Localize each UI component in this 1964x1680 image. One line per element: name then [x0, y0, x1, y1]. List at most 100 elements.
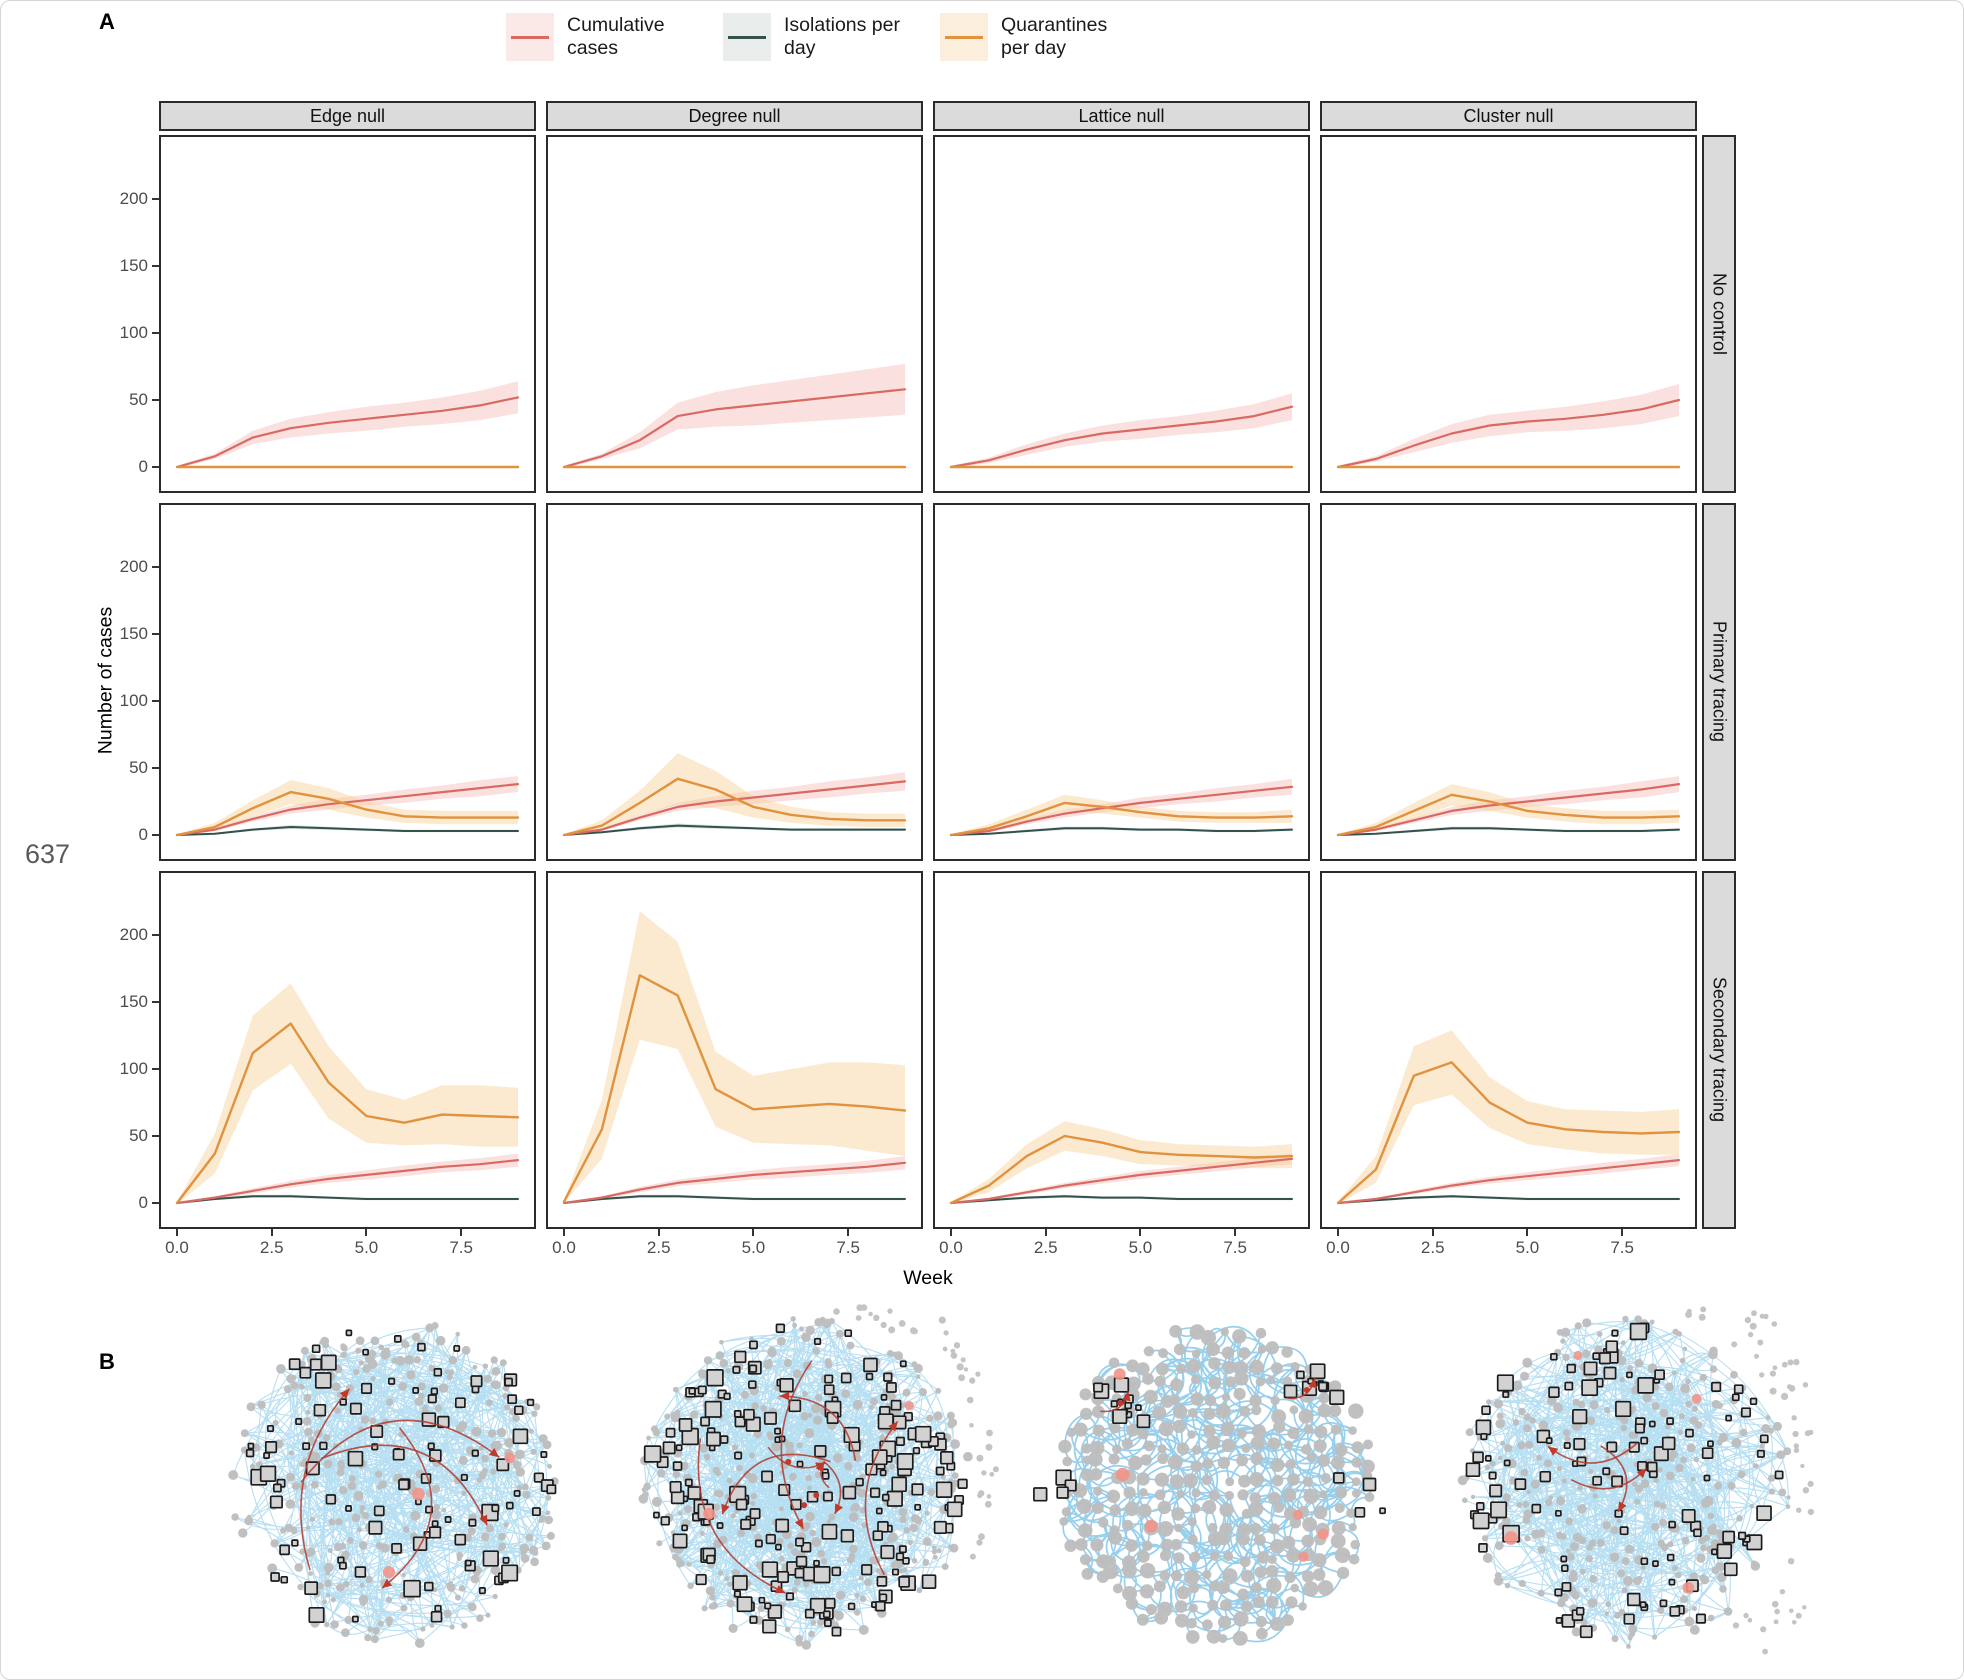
y-tick-label: 150 [119, 256, 148, 276]
y-tick-label: 200 [119, 189, 148, 209]
y-tick-label: 0 [138, 1193, 148, 1212]
y-tick-label: 150 [119, 624, 148, 644]
x-tick-label: 7.5 [449, 1238, 473, 1257]
x-tick-label: 2.5 [1033, 1238, 1058, 1257]
lattice-null-network-diagram [1033, 1324, 1386, 1646]
x-tick-label: 5.0 [1515, 1238, 1540, 1257]
x-axis-tick [1139, 1229, 1142, 1236]
x-tick-label: 0.0 [939, 1238, 963, 1257]
quarantines-key-icon [940, 13, 988, 61]
y-axis-tick [152, 1202, 159, 1204]
x-tick-label: 2.5 [259, 1238, 284, 1257]
y-axis-tick [152, 934, 159, 937]
y-tick-label: 100 [119, 1059, 148, 1079]
row-facet-strip-no-control: No control [1702, 135, 1736, 493]
y-tick-label: 0 [138, 457, 148, 476]
x-tick-label: 0.0 [1326, 1238, 1350, 1257]
chart-panel-lattice-null-no-control [933, 135, 1310, 493]
y-tick-label: 50 [129, 1126, 148, 1146]
y-tick-label: 200 [119, 557, 148, 577]
y-axis-tick [152, 767, 159, 770]
x-tick-label: 7.5 [1610, 1238, 1634, 1257]
y-axis-tick [152, 332, 159, 335]
legend-label: Cumulative cases [567, 14, 665, 59]
cumulative-cases-key-icon [506, 13, 554, 61]
x-tick-label: 7.5 [836, 1238, 860, 1257]
chart-panel-edge-null-secondary-tracing [159, 871, 536, 1229]
x-axis-tick [1526, 1229, 1529, 1236]
y-axis-title: Number of cases [94, 606, 117, 755]
x-axis-tick [176, 1229, 178, 1236]
y-axis-tick [152, 198, 159, 201]
legend-item-quarantines-per-day: Quarantines per day [940, 13, 1119, 61]
chart-panel-lattice-null-primary-tracing [933, 503, 1310, 861]
chart-panel-degree-null-primary-tracing [546, 503, 923, 861]
x-axis-tick [365, 1229, 368, 1236]
y-axis-tick [152, 633, 159, 636]
edge-null-network-diagram [228, 1322, 559, 1648]
y-tick-label: 100 [119, 691, 148, 711]
x-axis-tick [1234, 1229, 1237, 1236]
x-tick-label: 0.0 [552, 1238, 576, 1257]
x-tick-label: 0.0 [165, 1238, 189, 1257]
chart-panel-cluster-null-no-control [1320, 135, 1697, 493]
x-tick-label: 2.5 [646, 1238, 671, 1257]
legend-label: Quarantines per day [1001, 14, 1108, 59]
x-axis-tick [657, 1229, 660, 1236]
y-axis-tick [152, 700, 159, 703]
chart-panel-cluster-null-secondary-tracing [1320, 871, 1697, 1229]
panel-a-label: A [99, 9, 115, 34]
x-axis-tick [1044, 1229, 1047, 1236]
x-axis-title: Week [903, 1267, 953, 1289]
y-axis-tick [152, 834, 159, 836]
y-tick-label: 50 [129, 390, 148, 410]
y-axis-tick [152, 1001, 159, 1004]
panel-b-label: B [99, 1349, 115, 1374]
x-axis-tick [1431, 1229, 1434, 1236]
legend-item-isolations-per-day: Isolations per day [723, 13, 902, 61]
y-tick-label: 200 [119, 925, 148, 945]
chart-panel-edge-null-primary-tracing [159, 503, 536, 861]
x-axis-tick [847, 1229, 850, 1236]
y-tick-label: 50 [129, 758, 148, 778]
chart-panel-degree-null-secondary-tracing [546, 871, 923, 1229]
x-tick-label: 5.0 [741, 1238, 766, 1257]
y-axis-tick [152, 265, 159, 268]
x-axis-tick [950, 1229, 952, 1236]
degree-null-network-diagram [638, 1304, 999, 1650]
column-facet-strip-degree-null: Degree null [546, 101, 923, 131]
chart-panel-cluster-null-primary-tracing [1320, 503, 1697, 861]
row-facet-strip-secondary-tracing: Secondary tracing [1702, 871, 1736, 1229]
x-tick-label: 2.5 [1420, 1238, 1445, 1257]
x-tick-label: 5.0 [1128, 1238, 1153, 1257]
y-tick-label: 0 [138, 825, 148, 844]
column-facet-strip-edge-null: Edge null [159, 101, 536, 131]
legend: Cumulative cases Isolations per day Quar… [506, 13, 1119, 61]
column-facet-strip-cluster-null: Cluster null [1320, 101, 1697, 131]
y-axis-tick [152, 566, 159, 569]
x-axis-tick [1337, 1229, 1339, 1236]
x-axis-tick [1621, 1229, 1624, 1236]
y-tick-label: 150 [119, 992, 148, 1012]
column-facet-strip-lattice-null: Lattice null [933, 101, 1310, 131]
x-tick-label: 7.5 [1223, 1238, 1247, 1257]
x-axis-tick [563, 1229, 565, 1236]
legend-label: Isolations per day [784, 14, 900, 59]
chart-panel-degree-null-no-control [546, 135, 923, 493]
chart-panel-edge-null-no-control [159, 135, 536, 493]
legend-item-cumulative-cases: Cumulative cases [506, 13, 685, 61]
x-tick-label: 5.0 [354, 1238, 379, 1257]
x-axis-tick [752, 1229, 755, 1236]
row-facet-strip-primary-tracing: Primary tracing [1702, 503, 1736, 861]
y-axis-tick [152, 1135, 159, 1138]
x-axis-tick [270, 1229, 273, 1236]
y-axis-tick [152, 466, 159, 468]
chart-panel-lattice-null-secondary-tracing [933, 871, 1310, 1229]
x-axis-tick [460, 1229, 463, 1236]
y-axis-tick [152, 399, 159, 402]
cluster-null-network-diagram [1457, 1306, 1815, 1655]
y-axis-tick [152, 1068, 159, 1071]
isolations-key-icon [723, 13, 771, 61]
y-tick-label: 100 [119, 323, 148, 343]
